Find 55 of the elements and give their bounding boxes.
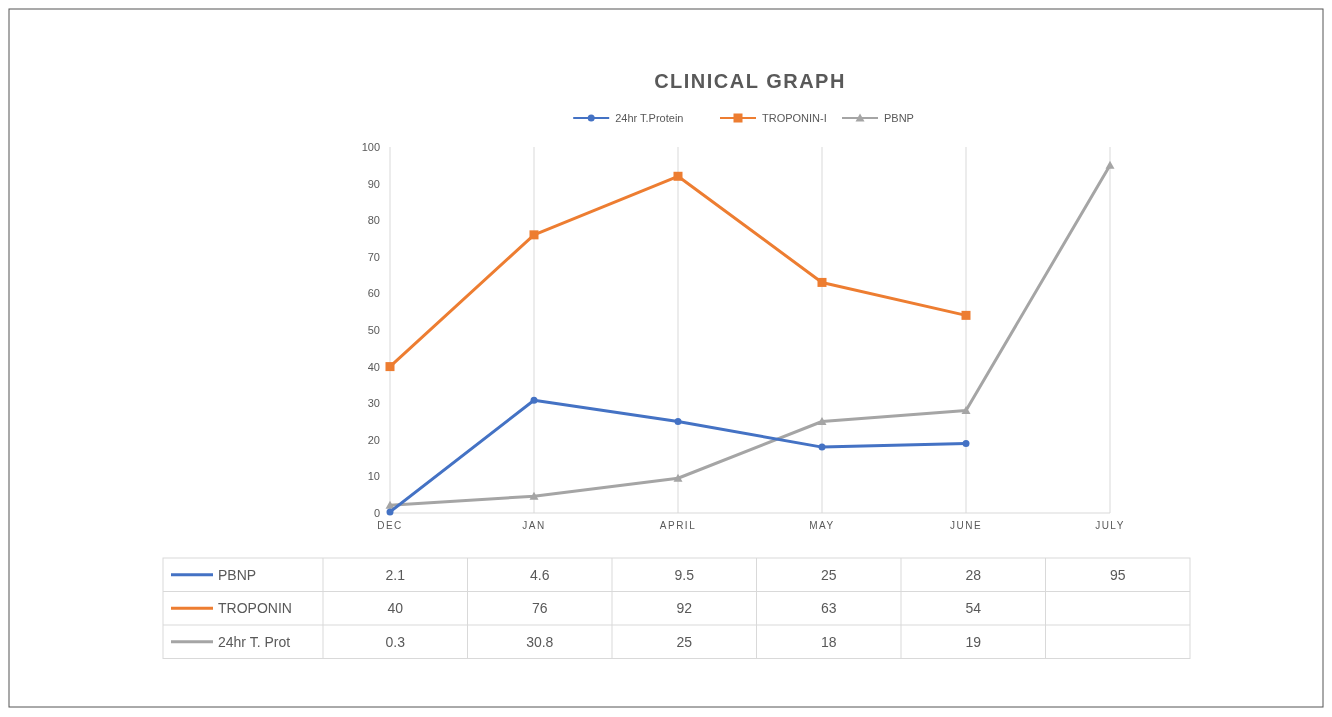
text: TROPONIN [218, 600, 292, 617]
x-tick-label: JUNE [949, 520, 983, 531]
data-label: 9.5 [674, 566, 695, 583]
point [961, 406, 971, 415]
point [817, 417, 827, 425]
data-label: 4.6 [530, 566, 550, 583]
data-label: 95 [1109, 566, 1126, 583]
point [673, 171, 683, 181]
data-label: 18 [820, 633, 837, 650]
chart-title: CLINICAL GRAPH [654, 70, 846, 92]
point [1105, 160, 1115, 169]
point [529, 230, 539, 240]
text: PBNP [218, 566, 257, 583]
x-tick-label: APRIL [659, 520, 697, 531]
legend-label: 24hr T.Protein [615, 112, 684, 124]
x-tick-label: DEC [377, 520, 403, 531]
point [674, 418, 682, 425]
point [962, 439, 970, 447]
x-tick-label: JULY [1095, 520, 1125, 531]
data-label: 25 [676, 633, 693, 650]
data-label: 92 [676, 600, 693, 617]
data-label: 40 [387, 600, 404, 617]
point [385, 362, 395, 372]
data-label: 28 [965, 566, 982, 583]
data-label: 19 [965, 633, 982, 650]
y-tick-label: 50 [367, 324, 380, 336]
point [529, 491, 539, 500]
y-tick-label: 20 [367, 433, 380, 446]
y-tick-label: 10 [367, 470, 380, 483]
y-tick-label: 0 [373, 507, 380, 519]
y-tick-label: 80 [367, 214, 380, 227]
point [530, 396, 538, 404]
y-tick-label: 30 [367, 397, 380, 410]
data-label: 30.8 [526, 633, 554, 650]
y-tick-label: 70 [367, 250, 380, 263]
point [673, 473, 683, 482]
y-tick-label: 40 [367, 360, 380, 373]
legend-label: PBNP [884, 112, 914, 124]
y-tick-label: 90 [367, 177, 380, 190]
legend-label: TROPONIN-I [762, 112, 827, 124]
data-label: 0.3 [385, 633, 406, 650]
text: 24hr T. Prot [218, 633, 291, 650]
x-tick-label: JAN [522, 520, 546, 531]
y-tick-label: 100 [361, 141, 380, 153]
data-label: 2.1 [385, 566, 406, 583]
data-label: 63 [820, 600, 837, 617]
x-tick-label: MAY [809, 520, 835, 531]
point [386, 508, 394, 516]
data-label: 76 [531, 600, 548, 617]
point [961, 310, 971, 320]
data-label: 25 [820, 566, 837, 583]
data-label: 54 [965, 600, 982, 617]
y-tick-label: 60 [367, 287, 380, 300]
point [818, 443, 826, 451]
point [817, 277, 827, 287]
